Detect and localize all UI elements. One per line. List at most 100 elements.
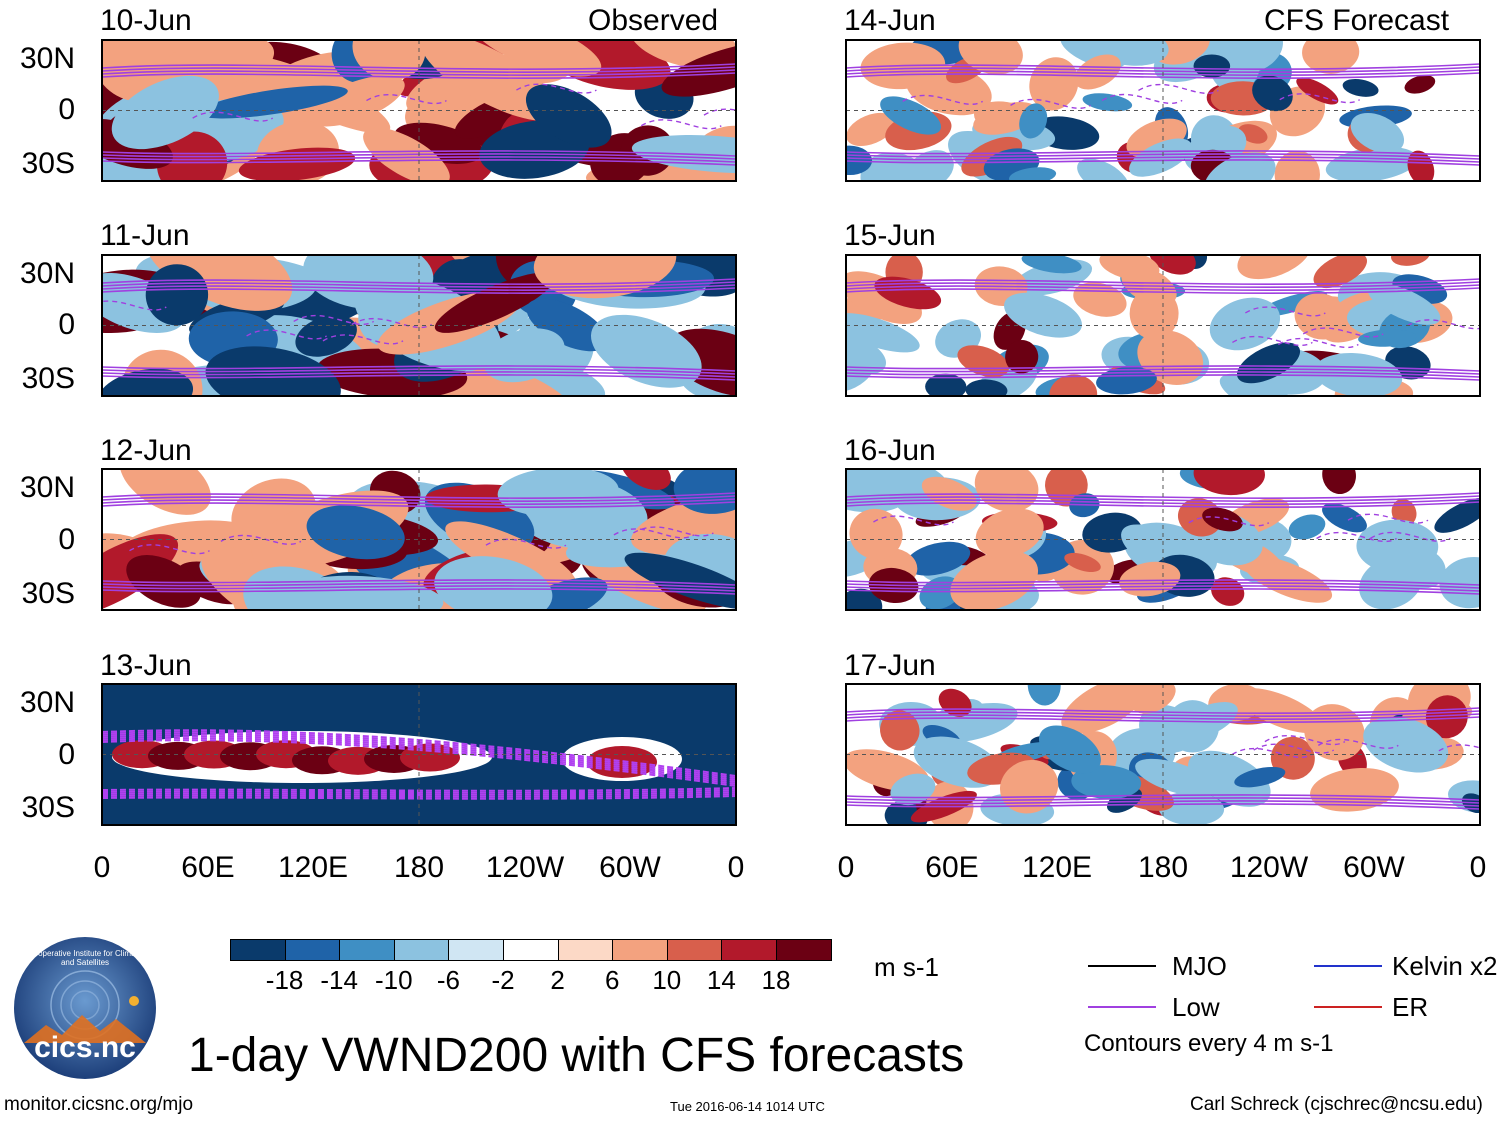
wind-anomaly-blob [1135, 758, 1217, 797]
wind-anomaly-blob [197, 85, 348, 119]
wind-anomaly-blob [307, 75, 405, 127]
wind-anomaly-blob [631, 135, 736, 174]
legend-label-kelvin: Kelvin x2 [1392, 951, 1498, 981]
map-canvas [102, 684, 736, 825]
wind-anomaly-blob [860, 152, 929, 181]
legend-line-low [1088, 1006, 1156, 1008]
map-field [846, 255, 1480, 396]
wind-anomaly-blob [958, 40, 1023, 75]
contour-line [613, 528, 695, 539]
map-canvas [846, 469, 1480, 610]
lon-label: 120E [1021, 851, 1093, 884]
contour-line [102, 150, 736, 157]
contour-line [902, 94, 984, 105]
wind-anomaly-blob [1367, 283, 1441, 325]
colorbar-unit: m s-1 [874, 952, 939, 982]
panel-date: 14-Jun [844, 4, 936, 37]
contour-line [102, 69, 736, 76]
lon-label: 60W [599, 851, 661, 884]
map-field [102, 255, 736, 396]
wind-anomaly-blob [1202, 507, 1243, 532]
wind-anomaly-blob [846, 112, 896, 147]
colorbar-swatch [503, 939, 559, 961]
contour-line [1138, 83, 1219, 95]
contour-line [102, 739, 736, 787]
colorbar-swatch [776, 939, 832, 961]
contour-line [485, 538, 567, 549]
colorbar-swatch [612, 939, 668, 961]
legend-note: Contours every 4 m s-1 [1084, 1030, 1334, 1057]
lat-label: 0 [58, 308, 75, 341]
contour-line [846, 710, 1480, 717]
contour-line [102, 159, 736, 166]
footer-author: Carl Schreck (cjschrec@ncsu.edu) [1190, 1094, 1483, 1115]
contour-line [102, 735, 736, 783]
colorbar-tick-label: 10 [652, 965, 682, 995]
wind-anomaly-blob [950, 550, 1039, 610]
contour-line [366, 94, 447, 105]
contour-line [102, 733, 736, 781]
map-canvas [102, 40, 736, 181]
wind-anomaly-blob [1322, 503, 1367, 533]
wind-anomaly-blob [880, 710, 920, 751]
contour-line [1302, 327, 1384, 338]
map-field [846, 40, 1480, 181]
contour-line [1438, 744, 1480, 752]
contour-line [102, 789, 736, 794]
wind-anomaly-blob [905, 541, 971, 576]
contour-line [102, 729, 736, 777]
contour-line [846, 800, 1480, 807]
wind-anomaly-blob [1005, 340, 1039, 374]
lon-label: 60E [925, 851, 979, 884]
contour-line [102, 371, 736, 378]
colorbar-tick-label: 14 [706, 965, 736, 995]
wind-anomaly-blob [102, 40, 177, 102]
wind-anomaly-blob [846, 588, 883, 610]
wind-anomaly-blob [1234, 766, 1286, 788]
contour-line [102, 585, 736, 592]
wind-anomaly-blob [144, 255, 293, 311]
panel-date: 15-Jun [844, 219, 936, 252]
contour-line [846, 794, 1480, 801]
contour-line [846, 713, 1480, 720]
contour-line [1279, 93, 1361, 104]
wind-anomaly-blob [849, 508, 903, 560]
wind-anomaly-blob [1119, 561, 1181, 597]
contour-line [846, 72, 1480, 79]
contour-line [846, 284, 1480, 291]
contour-line [846, 501, 1480, 508]
lat-label: 0 [58, 523, 75, 556]
lat-label: 30S [21, 362, 75, 395]
panel-date: 13-Jun [100, 649, 192, 682]
wind-anomaly-blob [1077, 158, 1129, 181]
contour-line [102, 498, 736, 505]
contour-line [102, 63, 736, 70]
map-canvas [102, 469, 736, 610]
legend-line-kelvin [1314, 965, 1382, 967]
contour-line [846, 63, 1480, 70]
wind-anomaly-blob [1302, 40, 1360, 74]
wind-anomaly-blob [846, 313, 920, 353]
legend-line-mjo [1088, 965, 1156, 967]
wind-anomaly-blob [1211, 577, 1245, 606]
contour-line [1264, 735, 1346, 746]
colorbar-swatch [557, 939, 614, 961]
contour-line [102, 588, 736, 595]
map-canvas [846, 40, 1480, 181]
contour-line [322, 334, 404, 345]
contour-line [516, 83, 597, 94]
lat-label: 30N [19, 471, 75, 504]
colorbar-swatch [666, 939, 723, 961]
contour-line [192, 111, 274, 122]
wind-anomaly-blob [1313, 255, 1367, 289]
wind-anomaly-blob [1193, 469, 1265, 496]
lon-label: 120W [1229, 851, 1309, 884]
contour-line [293, 314, 375, 326]
contour-line [1101, 93, 1183, 105]
wind-anomaly-blob [1223, 40, 1283, 74]
wind-anomaly-blob [1027, 684, 1061, 706]
contour-line [102, 795, 736, 800]
contour-line [1253, 743, 1335, 754]
wind-anomaly-blob [1019, 103, 1048, 139]
lat-label: 30N [19, 686, 75, 719]
